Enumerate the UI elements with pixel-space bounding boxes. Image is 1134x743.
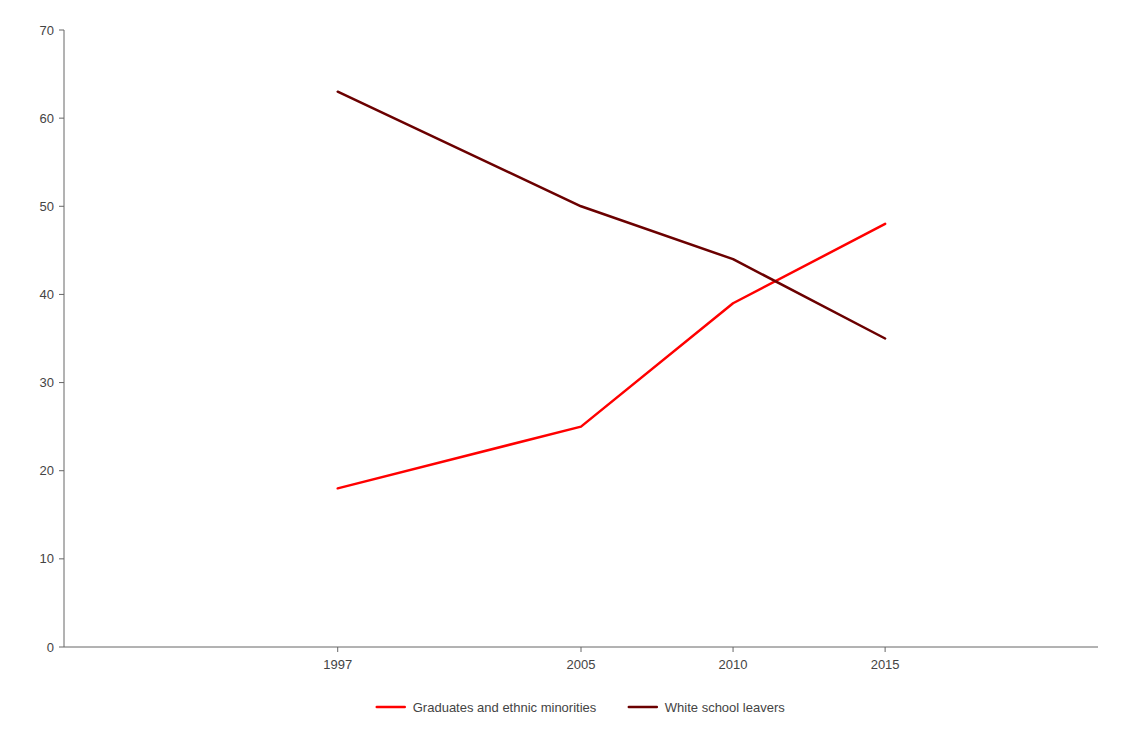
- x-tick-label: 2010: [719, 657, 748, 672]
- x-tick: [581, 647, 582, 652]
- series-group: [338, 92, 885, 489]
- x-tick: [733, 647, 734, 652]
- y-tick-label: 30: [40, 375, 54, 390]
- y-tick: [59, 382, 64, 383]
- y-tick-label: 0: [47, 640, 54, 655]
- x-tick: [337, 647, 338, 652]
- y-tick: [59, 558, 64, 559]
- legend-swatch: [629, 706, 657, 709]
- x-tick: [885, 647, 886, 652]
- y-tick: [59, 30, 64, 31]
- y-tick: [59, 206, 64, 207]
- y-tick-label: 20: [40, 463, 54, 478]
- y-tick: [59, 294, 64, 295]
- x-tick-label: 2005: [567, 657, 596, 672]
- chart-container: 1997 2005 2010 2015 0 10 20 30 40 50 60 70 Graduates…: [0, 0, 1134, 743]
- y-tick: [59, 647, 64, 648]
- y-tick: [59, 470, 64, 471]
- y-tick-label: 50: [40, 199, 54, 214]
- x-tick-label: 1997: [323, 657, 352, 672]
- y-tick-label: 40: [40, 287, 54, 302]
- legend-label: White school leavers: [665, 700, 785, 715]
- legend-swatch: [377, 706, 405, 709]
- series-line: [338, 224, 885, 488]
- y-tick-label: 60: [40, 111, 54, 126]
- legend: Graduates and ethnic minorities White sch…: [377, 700, 785, 715]
- chart-svg: 1997 2005 2010 2015 0 10 20 30 40 50 60 70 Graduates…: [0, 0, 1134, 743]
- legend-item: Graduates and ethnic minorities: [377, 700, 597, 715]
- legend-item: White school leavers: [629, 700, 785, 715]
- y-tick-label: 10: [40, 551, 54, 566]
- series-line: [338, 92, 885, 339]
- axes: 1997 2005 2010 2015 0 10 20 30 40 50 60 70: [40, 23, 1098, 673]
- legend-label: Graduates and ethnic minorities: [413, 700, 597, 715]
- y-tick: [59, 118, 64, 119]
- x-tick-label: 2015: [871, 657, 900, 672]
- y-axis-line: [64, 30, 65, 647]
- y-tick-label: 70: [40, 23, 54, 38]
